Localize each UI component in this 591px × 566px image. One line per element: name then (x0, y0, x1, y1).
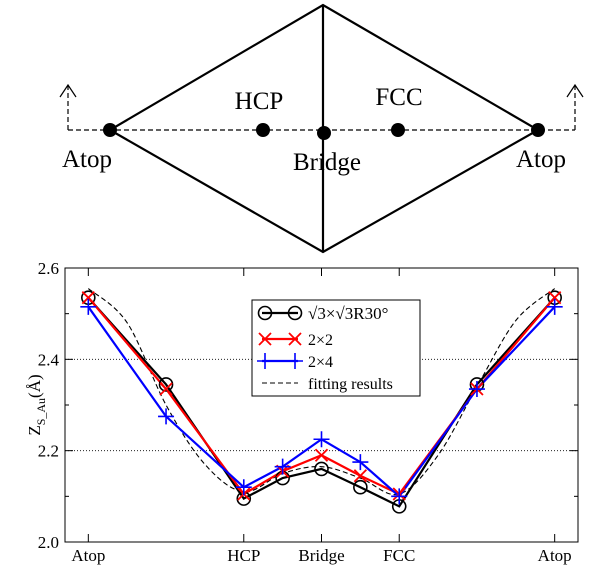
legend-entry-0-marker-a (257, 305, 273, 321)
right-arrow-head-icon (566, 83, 584, 98)
x-tick-label: FCC (383, 546, 415, 565)
series-2-point-6 (391, 488, 408, 505)
series-markers (80, 290, 563, 514)
x-tick-label: Atop (538, 546, 572, 565)
site-dot-fcc (391, 123, 405, 137)
legend-entry-2-marker-b (287, 353, 303, 369)
series-2-point-0 (80, 298, 97, 315)
series-2-point-3 (274, 458, 291, 475)
site-dot-atop-left (103, 123, 117, 137)
y-tick-label: 2.0 (38, 533, 59, 552)
tick-labels: 2.0 2.2 2.4 2.6 Atop HCP Bridge FCC Atop (38, 259, 572, 565)
axis-ticks (65, 267, 578, 543)
series-0-point-4 (314, 461, 329, 477)
series-1-point-8 (548, 291, 562, 305)
series-0-point-1 (158, 377, 174, 392)
legend-entry-2-label: 2×4 (308, 354, 333, 371)
series-2-point-3-glyph (274, 458, 291, 475)
legend-entry-2-marker-b-glyph (287, 353, 303, 369)
legend-entry-0: √3×√3R30° (257, 304, 388, 323)
legend-entry-1: 2×2 (258, 332, 333, 349)
legend-entry-1-marker-b-glyph (288, 332, 302, 346)
legend-entry-0-marker-b (287, 305, 303, 321)
site-dot-bridge (317, 126, 331, 140)
y-axis-label-main: Z (25, 425, 44, 435)
series-2-point-4-glyph (313, 431, 330, 448)
label-fcc: FCC (375, 84, 422, 111)
series-2-point-8 (546, 298, 563, 315)
series-1-point-5-glyph (353, 469, 368, 483)
series-2-point-4 (313, 431, 330, 448)
site-dot-hcp (256, 123, 270, 137)
label-atop-right: Atop (516, 146, 566, 173)
series-1-point-4-glyph (314, 448, 329, 462)
series-2-point-1 (158, 408, 175, 425)
label-hcp: HCP (235, 88, 284, 115)
series-2-point-2 (235, 479, 252, 496)
x-tick-label: Atop (71, 546, 105, 565)
left-arrow-head-icon (59, 83, 77, 98)
series-1-point-1-glyph (159, 382, 173, 396)
series-2-point-0-glyph (80, 298, 97, 315)
series-1-point-5 (353, 469, 368, 483)
adsorption-site-diagram: Atop HCP Bridge FCC Atop (59, 3, 584, 254)
series-2-point-7-glyph (468, 381, 485, 398)
y-tick-label: 2.6 (38, 259, 59, 278)
y-axis-label-subscript: S_Au (34, 398, 48, 425)
series-1-point-4 (314, 448, 329, 462)
legend: √3×√3R30° 2×2 2×4 fitting results (251, 299, 421, 397)
legend-entry-1-marker-a-glyph (258, 332, 272, 346)
label-bridge: Bridge (293, 149, 361, 176)
x-tick-label: HCP (227, 546, 260, 565)
x-tick-label: Bridge (298, 546, 344, 565)
svg-text:ZS_Au(Å): ZS_Au(Å) (25, 374, 48, 435)
site-dot-atop-right (531, 123, 545, 137)
legend-entry-3: fitting results (262, 376, 393, 393)
series-2-point-5 (352, 454, 369, 471)
series-2-point-2-glyph (235, 479, 252, 496)
label-atop-left: Atop (62, 146, 112, 173)
series-2-point-6-glyph (391, 488, 408, 505)
series-2-point-1-glyph (158, 408, 175, 425)
series-2-point-8-glyph (546, 298, 563, 315)
y-tick-label: 2.2 (38, 442, 59, 461)
series-2-point-5-glyph (352, 454, 369, 471)
y-axis-label-unit: (Å) (25, 374, 44, 398)
legend-entry-0-label: √3×√3R30° (308, 304, 388, 323)
series-0-point-5 (353, 479, 368, 495)
legend-box (251, 299, 421, 397)
series-1-point-0 (81, 291, 95, 305)
legend-entry-1-marker-b (288, 332, 302, 346)
legend-entry-3-label: fitting results (308, 376, 393, 393)
legend-entry-2-marker-a (257, 353, 273, 369)
y-tick-label: 2.4 (38, 350, 60, 369)
legend-entry-2-marker-a-glyph (257, 353, 273, 369)
chart: 2.0 2.2 2.4 2.6 Atop HCP Bridge FCC Atop ZS_Au(Å… (25, 259, 579, 565)
legend-entry-2: 2×4 (257, 353, 333, 371)
legend-entry-1-marker-a (258, 332, 272, 346)
series-1-point-8-glyph (548, 291, 562, 305)
series-1-point-0-glyph (81, 291, 95, 305)
legend-entry-1-label: 2×2 (308, 332, 333, 349)
series-2-point-7 (468, 381, 485, 398)
y-axis-label: ZS_Au(Å) (25, 374, 48, 435)
series-1-point-1 (159, 382, 173, 396)
